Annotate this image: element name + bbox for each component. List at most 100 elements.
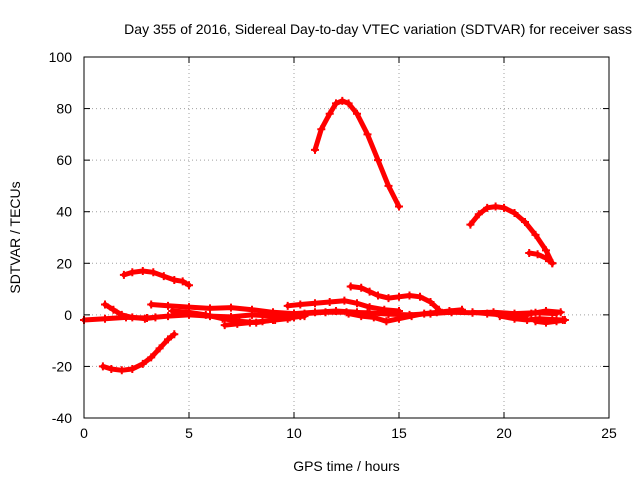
data-point (369, 313, 378, 322)
data-point (420, 309, 429, 318)
data-point (107, 365, 116, 374)
data-point (510, 209, 519, 218)
data-point (119, 270, 128, 279)
data-point (164, 301, 172, 310)
data-point (271, 316, 280, 325)
data-point (138, 267, 147, 276)
series-arc-8 (101, 300, 160, 323)
data-point (552, 317, 561, 326)
data-point (531, 317, 540, 326)
data-point (164, 312, 172, 321)
series-arc-12 (283, 296, 403, 315)
y-tick-label: 0 (64, 307, 72, 323)
data-point (548, 259, 557, 268)
data-point (159, 272, 168, 281)
data-point (138, 359, 147, 368)
data-point (117, 366, 126, 375)
data-point (353, 109, 361, 118)
data-point (147, 300, 156, 309)
y-tick-label: 40 (56, 204, 72, 220)
data-point (149, 268, 158, 277)
data-point (155, 344, 164, 353)
y-tick-label: 100 (49, 49, 73, 65)
y-tick-label: -40 (52, 410, 72, 426)
x-tick-label: 25 (601, 425, 617, 441)
data-point (407, 312, 416, 321)
data-point (363, 130, 372, 139)
data-point (344, 99, 353, 108)
x-tick-label: 0 (80, 425, 88, 441)
data-point (384, 310, 393, 319)
data-point (128, 268, 137, 277)
data-point (178, 277, 187, 286)
y-tick-label: 80 (56, 101, 72, 117)
data-point (128, 365, 137, 374)
data-point (218, 314, 227, 323)
data-point (353, 299, 361, 308)
data-point (168, 306, 177, 315)
data-point (483, 309, 492, 318)
data-point (151, 313, 160, 322)
y-axis-label: SDTVAR / TECUs (7, 181, 23, 293)
data-point (201, 310, 210, 319)
data-point (426, 297, 435, 306)
data-point (365, 287, 374, 296)
series-arc-14 (344, 305, 466, 326)
data-point (510, 314, 519, 323)
plot-frame (83, 56, 610, 419)
data-point (525, 248, 534, 257)
data-point (384, 181, 393, 190)
data-point (491, 202, 500, 211)
data-point (374, 156, 382, 165)
data-point (283, 314, 292, 323)
x-axis-label: GPS time / hours (293, 458, 400, 474)
data-point (245, 318, 254, 327)
series-line (533, 317, 568, 326)
tick-layer: 0 5 10 15 20 25 -40 -20 0 20 40 60 80 100 (49, 49, 617, 441)
data-point (128, 313, 137, 322)
data-point (357, 312, 366, 321)
data-point (98, 362, 107, 371)
data-point (311, 299, 319, 308)
data-point (556, 308, 565, 317)
data-point (395, 202, 403, 211)
data-point (109, 305, 118, 314)
data-point (311, 145, 319, 154)
data-point (101, 300, 109, 309)
data-point (227, 303, 235, 312)
data-point (258, 317, 267, 326)
series-line (346, 307, 465, 324)
data-point (206, 304, 214, 313)
data-point (357, 283, 366, 292)
data-point (233, 319, 242, 328)
data-point (432, 308, 441, 317)
data-point (521, 218, 529, 227)
data-point (533, 250, 542, 259)
data-point (542, 246, 550, 255)
data-point (101, 314, 109, 323)
data-point (317, 125, 326, 134)
series-arc-6 (346, 282, 443, 314)
data-point (269, 308, 277, 317)
data-point (523, 316, 532, 325)
data-point (468, 308, 477, 317)
data-point (346, 282, 355, 291)
data-point (474, 210, 483, 219)
data-point (374, 291, 382, 300)
data-point (445, 306, 454, 315)
series-line (100, 331, 177, 373)
data-point (296, 300, 305, 309)
data-point (542, 254, 550, 263)
data-point (527, 309, 536, 318)
series-layer (80, 96, 569, 375)
data-point (170, 330, 179, 339)
data-point (321, 308, 330, 317)
data-point (300, 309, 309, 318)
data-point (170, 276, 179, 285)
data-point (340, 296, 349, 305)
x-tick-label: 15 (391, 425, 407, 441)
data-point (495, 312, 504, 321)
y-tick-label: 20 (56, 255, 72, 271)
data-point (117, 310, 126, 319)
